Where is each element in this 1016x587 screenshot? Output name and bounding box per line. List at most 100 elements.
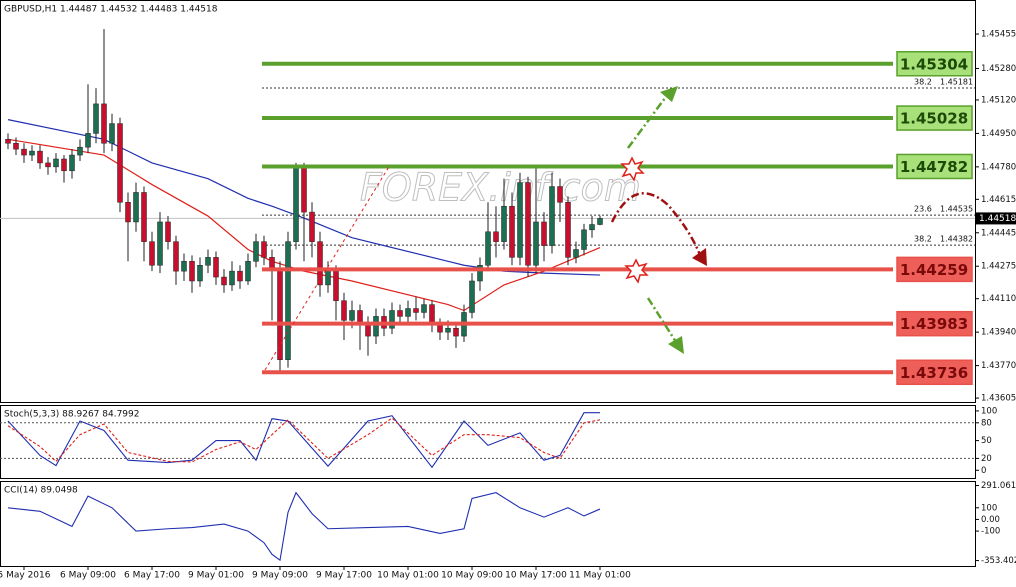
y-tick-label: 1.44445 (981, 228, 1016, 238)
candle-body (37, 150, 43, 164)
fib-price: 1.44535 (940, 205, 973, 214)
panel-frame (0, 0, 976, 403)
fib-price: 1.45181 (940, 77, 973, 86)
candle-body (557, 186, 563, 203)
candle-body (517, 182, 523, 258)
candle-body (149, 241, 155, 266)
level-label: 1.45304 (900, 55, 968, 73)
panel-title: GBPUSD,H1 1.44487 1.44532 1.44483 1.4451… (4, 5, 218, 15)
x-tick-label: 5 May 2016 (0, 571, 51, 581)
panel-title: Stoch(5,3,3) 88.9267 84.7992 (4, 410, 139, 420)
candle-body (157, 221, 163, 266)
candle-body (181, 261, 187, 272)
arrow-head (660, 86, 678, 102)
level-box (896, 359, 973, 386)
candle-body (477, 264, 483, 282)
level-label: 1.44259 (900, 261, 968, 279)
y-tick-label: 0.00 (981, 515, 1000, 525)
candle-body (141, 192, 147, 242)
candle-body (573, 249, 579, 258)
level-box (896, 153, 973, 180)
candle-body (77, 146, 83, 156)
candle-body (133, 192, 139, 223)
level-label: 1.43736 (900, 364, 968, 382)
candle-body (389, 310, 395, 329)
candle-body (301, 166, 307, 213)
candle-body (589, 224, 595, 231)
candle-body (229, 270, 235, 286)
level-box (896, 310, 973, 337)
watermark: FOREX.inf.com (360, 166, 641, 210)
candle-body (277, 268, 283, 360)
candle-body (85, 133, 91, 148)
candle-body (21, 148, 27, 156)
candle-body (93, 103, 99, 134)
arrow-down (646, 297, 678, 343)
candle-body (333, 270, 339, 301)
indicator-line (7, 491, 601, 562)
y-tick-label: 20 (981, 454, 992, 464)
candle-body (501, 205, 507, 242)
trend-line (264, 164, 391, 371)
y-tick-label: 1.45455 (981, 30, 1016, 40)
y-tick-label: 1.44110 (981, 294, 1016, 304)
y-tick-label: 1.44275 (981, 262, 1016, 272)
level-label: 1.43983 (900, 315, 968, 333)
x-tick-label: 6 May 17:00 (124, 571, 180, 581)
candle-body (453, 327, 459, 337)
arrow-up (626, 93, 670, 149)
candle-body (549, 186, 555, 246)
candle-body (541, 221, 547, 246)
candle-body (285, 241, 291, 360)
candle-body (373, 316, 379, 337)
x-tick-label: 9 May 09:00 (252, 571, 308, 581)
fib-ratio: 23.6 (914, 205, 932, 214)
level-box (896, 105, 973, 131)
y-tick-label: 1.43770 (981, 361, 1016, 371)
level-box (896, 256, 973, 283)
y-tick-label: 1.44780 (981, 162, 1016, 172)
y-tick-label: 1.45120 (981, 95, 1016, 105)
arrow-head (692, 248, 707, 266)
indicator-line (7, 412, 600, 469)
candle-body (261, 241, 267, 258)
candle-body (13, 142, 19, 150)
level-box (896, 51, 973, 77)
candle-body (173, 241, 179, 272)
candle-body (221, 276, 227, 286)
candle-body (565, 202, 571, 258)
candle-body (101, 103, 107, 144)
panel-frame (0, 481, 976, 567)
candle-body (53, 158, 59, 168)
fib-ratio: 38.2 (914, 77, 932, 86)
y-tick-label: 100 (981, 503, 997, 513)
candle-body (469, 280, 475, 313)
x-tick-label: 6 May 09:00 (60, 571, 116, 581)
candle-body (61, 158, 67, 172)
indicator-line (7, 417, 601, 463)
candle-body (365, 324, 371, 337)
arrow-head (668, 336, 684, 354)
level-label: 1.45028 (900, 110, 968, 128)
candle-body (397, 310, 403, 317)
panel-title: CCI(14) 89.0498 (4, 486, 78, 496)
candle-body (525, 182, 531, 266)
breakout-icon (620, 156, 645, 182)
candle-body (421, 304, 427, 313)
candle-body (205, 257, 211, 266)
candle-body (117, 123, 123, 203)
candle-body (293, 166, 299, 242)
candle-body (445, 327, 451, 333)
y-tick-label: 50 (981, 436, 992, 446)
current-price-label: 1.44518 (979, 214, 1016, 224)
fib-price: 1.44382 (940, 235, 973, 244)
candle-body (165, 221, 171, 242)
candle-body (253, 241, 259, 262)
current-price-tag (976, 212, 1016, 225)
candle-body (5, 139, 11, 144)
x-tick-label: 10 May 09:00 (441, 571, 503, 581)
